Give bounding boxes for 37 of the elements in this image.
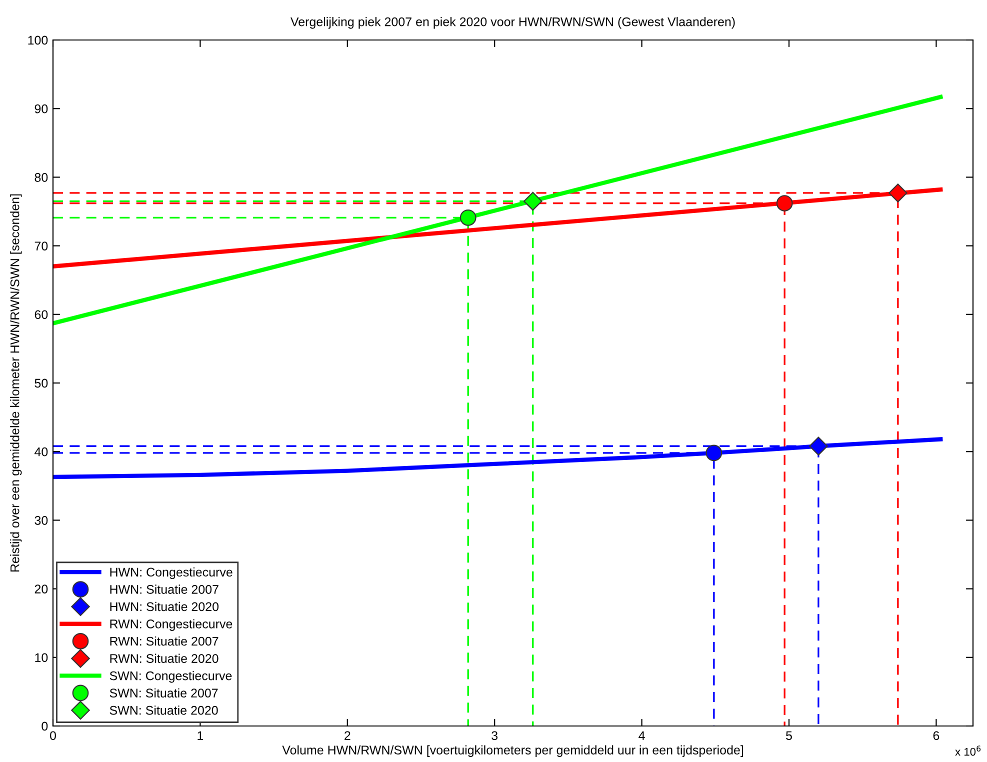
legend-label: RWN: Congestiecurve [110, 619, 232, 631]
point [776, 195, 793, 212]
legend-label: HWN: Situatie 2020 [110, 602, 219, 612]
y-tick-label: 90 [34, 104, 48, 114]
x-tick-label: 0 [50, 731, 56, 740]
y-tick-label: 10 [35, 653, 48, 662]
x-tick-label: 3 [492, 731, 498, 740]
y-tick-label: 40 [34, 447, 48, 456]
legend-label: HWN: Situatie 2007 [110, 584, 218, 594]
x-tick-label: 1 [198, 731, 204, 740]
y-tick-label: 100 [28, 36, 48, 45]
legend-label: SWN: Situatie 2007 [110, 688, 218, 698]
x-tick-label: 5 [786, 731, 792, 740]
chart-title: Vergelijking piek 2007 en piek 2020 voor HWN/RWN/SWN (Gewest Vlaanderen) [290, 17, 735, 29]
legend-label: SWN: Congestiecurve [110, 671, 232, 683]
y-tick-label: 50 [34, 378, 48, 388]
y-tick-label: 30 [34, 516, 48, 525]
legend-label: SWN: Situatie 2020 [110, 706, 218, 715]
legend-label: RWN: Situatie 2007 [110, 636, 218, 646]
point [809, 436, 828, 456]
y-tick-label: 80 [34, 173, 48, 182]
legend-label: RWN: Situatie 2020 [110, 654, 218, 663]
y-axis-title: Reistijd over een gemiddelde kilometer HWN/RWN/SWN [seconden] [10, 194, 22, 572]
text: x 10$^{6}$ [955, 746, 981, 756]
x-tick-label: 6 [933, 731, 940, 740]
x-tick-label: 2 [344, 731, 350, 740]
point [888, 184, 908, 202]
y-tick-label: 60 [34, 310, 48, 320]
y-tick-label: 0 [42, 722, 48, 731]
point [523, 192, 542, 211]
legend-label: HWN: Congestiecurve [110, 567, 232, 580]
point [460, 209, 476, 226]
x-tick-label: 4 [638, 731, 645, 740]
x-axis-title: Volume HWN/RWN/SWN [voertuigkilometers per gemiddeld uur in een tijdsperiode] [282, 745, 744, 757]
y-tick-label: 20 [34, 584, 48, 594]
y-tick-label: 70 [34, 242, 48, 250]
point [706, 444, 722, 462]
